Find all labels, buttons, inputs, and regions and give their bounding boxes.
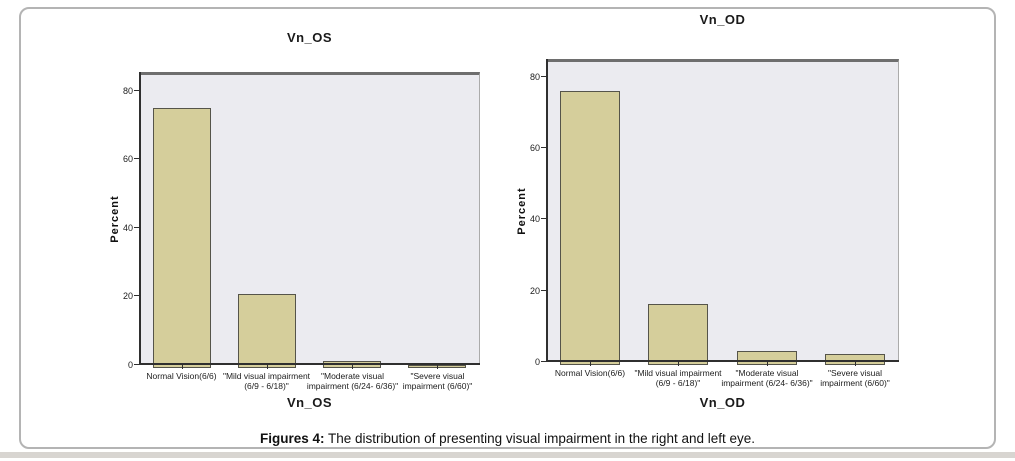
x-tick-mark [267,365,268,369]
category-label: "Severe visual impairment (6/60)" [402,371,473,392]
category-label: Normal Vision(6/6) [146,371,217,381]
y-tick-mark [134,90,139,91]
x-tick-mark [590,362,591,366]
bar-1 [560,91,620,365]
y-tick-mark [134,158,139,159]
category-label: "Moderate visual impairment (6/24- 6/36)" [721,368,813,389]
y-tick-mark [134,364,139,365]
y-tick-mark [541,361,546,362]
y-tick-mark [541,76,546,77]
x-axis-line [546,360,899,362]
y-axis-line [546,59,548,362]
x-tick-mark [767,362,768,366]
chart-title: Vn_OS [286,30,333,45]
x-tick-mark [437,365,438,369]
plot-area [139,72,480,368]
y-tick-mark [541,147,546,148]
x-axis-title: Vn_OD [699,395,746,410]
y-tick-label: 60 [529,143,540,153]
y-tick-mark [134,295,139,296]
x-axis-line [139,363,480,365]
x-tick-mark [855,362,856,366]
y-tick-label: 80 [529,72,540,82]
category-label: Normal Vision(6/6) [554,368,626,378]
y-tick-label: 60 [122,154,133,164]
figure-caption: Figures 4: The distribution of presentin… [21,431,994,446]
category-label: "Mild visual impairment (6/9 - 6/18)" [222,371,311,392]
bottom-strip [0,452,1015,458]
x-tick-mark [352,365,353,369]
y-axis-line [139,72,141,365]
category-label: "Mild visual impairment (6/9 - 6/18)" [634,368,722,389]
y-tick-mark [134,227,139,228]
y-tick-mark [541,218,546,219]
y-axis-title: Percent [109,195,121,243]
figure-panel: Vn_OS 0 20 40 60 80 Normal Vision(6/6) "Mild vi… [19,7,996,449]
y-tick-label: 20 [529,286,540,296]
y-tick-label: 20 [122,291,133,301]
y-tick-label: 0 [534,357,540,367]
category-label: "Severe visual impairment (6/60)" [820,368,890,389]
y-axis-title: Percent [516,187,528,235]
y-tick-label: 0 [127,360,133,370]
plot-area [546,59,899,365]
figure-caption-text: The distribution of presenting visual im… [324,431,755,446]
chart-title: Vn_OD [699,12,746,27]
y-tick-label: 40 [529,214,540,224]
y-tick-label: 80 [122,86,133,96]
bar-2 [648,304,708,365]
x-axis-title: Vn_OS [286,395,333,410]
figure-caption-label: Figures 4: [260,431,325,446]
x-tick-mark [678,362,679,366]
category-label: "Moderate visual impairment (6/24- 6/36)" [306,371,399,392]
x-tick-mark [182,365,183,369]
bar-1 [153,108,211,368]
y-tick-mark [541,290,546,291]
y-tick-label: 40 [122,223,133,233]
bar-2 [238,294,296,368]
